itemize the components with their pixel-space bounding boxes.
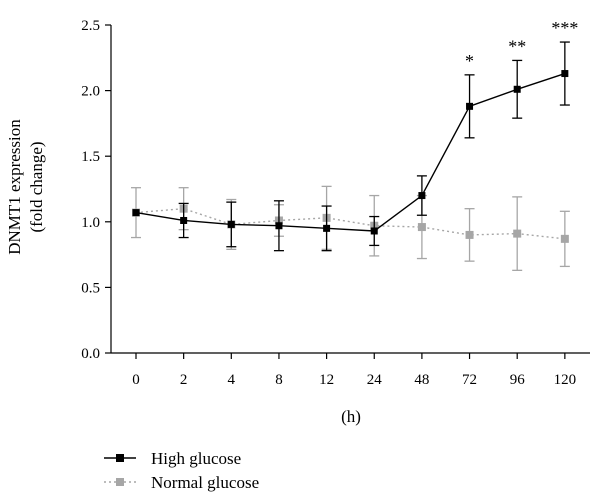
significance-marker: ** <box>508 36 526 56</box>
x-tick-label: 120 <box>554 372 577 388</box>
series-line <box>135 207 565 240</box>
x-tick-label: 72 <box>462 372 477 388</box>
axes: 0.00.51.01.52.02.50 2 4 8 12 24 48 72 96 120 <box>81 18 590 388</box>
data-point <box>227 220 235 228</box>
data-point <box>417 223 426 232</box>
x-tick-label: 48 <box>414 372 429 388</box>
y-tick-label: 2.0 <box>81 84 100 100</box>
x-tick-label: 2 <box>180 372 188 388</box>
y-tick-label: 0.5 <box>81 280 100 296</box>
data-point <box>513 85 521 93</box>
y-axis-title: DNMT1 expression (fold change) <box>5 119 46 255</box>
legend-label: Normal glucose <box>151 473 259 492</box>
y-axis-title-line-1: DNMT1 expression <box>5 119 24 255</box>
y-axis-title-line-2: (fold change) <box>27 141 46 232</box>
data-point <box>561 70 569 78</box>
x-tick-label: 96 <box>510 372 526 388</box>
data-point <box>465 230 474 239</box>
data-point <box>513 229 522 238</box>
y-tick-label: 2.5 <box>81 18 100 34</box>
legend-marker <box>116 478 124 486</box>
legend-item: High glucose <box>104 449 241 468</box>
data-point <box>370 227 378 235</box>
x-tick-label: 8 <box>275 372 283 388</box>
legend-item: Normal glucose <box>104 473 259 492</box>
data-point <box>560 234 569 243</box>
legend: High glucose Normal glucose <box>104 449 259 492</box>
y-tick-label: 1.0 <box>81 215 100 231</box>
x-tick-label: 4 <box>228 372 236 388</box>
y-tick-label: 1.5 <box>81 149 100 165</box>
data-point <box>275 222 283 230</box>
x-tick-label: 0 <box>132 372 140 388</box>
significance-annotations: ****** <box>465 18 578 71</box>
legend-label: High glucose <box>151 449 241 468</box>
x-tick-label: 24 <box>367 372 383 388</box>
data-point <box>180 216 188 224</box>
series-layer <box>131 41 570 271</box>
data-point <box>132 209 140 217</box>
x-tick-label: 12 <box>319 372 334 388</box>
data-point <box>466 102 474 110</box>
series-line <box>135 72 566 232</box>
data-point <box>323 224 331 232</box>
series-high-glucose <box>132 41 570 252</box>
significance-marker: * <box>465 51 474 71</box>
data-point <box>418 192 426 200</box>
x-axis-title: (h) <box>341 407 361 426</box>
series-normal-glucose <box>131 185 570 271</box>
y-tick-label: 0.0 <box>81 346 100 362</box>
legend-marker <box>116 454 124 462</box>
significance-marker: *** <box>551 18 578 38</box>
